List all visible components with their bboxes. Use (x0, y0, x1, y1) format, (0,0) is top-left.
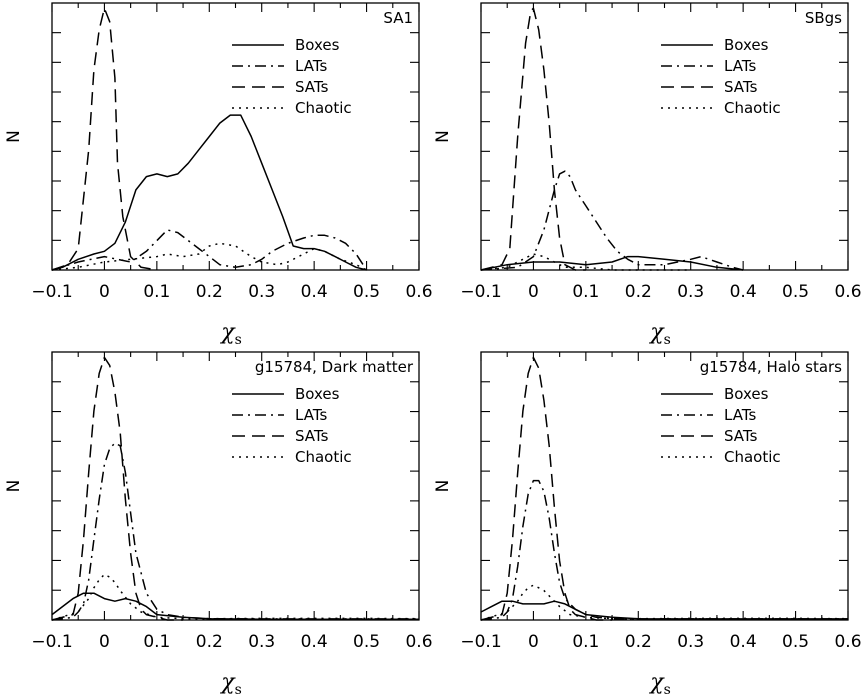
x-tick-label: 0.6 (405, 632, 432, 652)
x-axis-label: χs (219, 320, 242, 348)
panel-title: g15784, Dark matter (255, 358, 414, 376)
y-axis-label: N (4, 480, 24, 493)
x-tick-label: 0.3 (677, 632, 704, 652)
legend-label-boxes: Boxes (295, 36, 340, 54)
panel-3: −0.1 0 0.1 0.2 0.3 0.4 0.5 0.6 Nχs g15784, Dark m… (4, 351, 433, 695)
plot-frame (480, 351, 849, 621)
x-tick-label: 0.1 (143, 632, 170, 652)
x-tick-label: 0.5 (782, 632, 809, 652)
series-sats-line (51, 7, 158, 271)
x-tick-label: 0.1 (572, 282, 599, 302)
series-sats-line (480, 7, 586, 271)
series-boxes-line (51, 592, 419, 620)
y-axis-label: N (433, 130, 453, 143)
series-lats-line (51, 442, 419, 621)
series-lats-line (480, 479, 848, 621)
legend-label-boxes: Boxes (724, 36, 769, 54)
x-tick-label: 0.4 (730, 282, 757, 302)
series-boxes-line (51, 114, 367, 271)
x-tick-label: 0.2 (196, 632, 223, 652)
x-tick-label: 0.4 (301, 632, 328, 652)
x-axis-label-subscript: s (664, 332, 671, 348)
legend-label-sats: SATs (295, 78, 329, 96)
legend-label-sats: SATs (724, 427, 758, 445)
series-lats-line (480, 170, 744, 271)
y-axis-label: N (4, 130, 24, 143)
x-tick-label: 0.2 (625, 632, 652, 652)
plot-frame (51, 2, 420, 271)
x-tick-label: 0.6 (405, 282, 432, 302)
x-axis-label-subscript: s (235, 682, 242, 695)
legend-label-lats: LATs (295, 57, 327, 75)
series-chaotic-line (51, 573, 420, 621)
x-tick-label: −0.1 (31, 632, 72, 652)
panel-1: −0.1 0 0.1 0.2 0.3 0.4 0.5 0.6 Nχs SA1 Boxes LATs SA… (4, 2, 433, 348)
legend-label-sats: SATs (295, 427, 329, 445)
x-axis-label: χs (648, 670, 671, 695)
panel-title: SBgs (805, 9, 842, 27)
legend-label-chaotic: Chaotic (724, 99, 781, 117)
legend-label-boxes: Boxes (724, 385, 769, 403)
panel-4: −0.1 0 0.1 0.2 0.3 0.4 0.5 0.6 Nχs g15784, Halo s… (433, 351, 862, 695)
x-tick-label: 0.3 (677, 282, 704, 302)
x-tick-label: 0 (528, 282, 539, 302)
plot-frame (51, 351, 420, 621)
x-axis-label: χs (219, 670, 242, 695)
legend-label-lats: LATs (295, 406, 327, 424)
x-tick-label: 0.1 (143, 282, 170, 302)
x-tick-label: 0.5 (782, 282, 809, 302)
x-tick-label: 0.6 (834, 282, 861, 302)
x-tick-label: 0.1 (572, 632, 599, 652)
x-tick-label: 0 (99, 632, 110, 652)
x-tick-label: 0 (528, 632, 539, 652)
x-tick-label: 0 (99, 282, 110, 302)
legend-label-lats: LATs (724, 406, 756, 424)
x-tick-label: −0.1 (31, 282, 72, 302)
series-chaotic-line (480, 253, 691, 271)
x-tick-label: 0.5 (353, 632, 380, 652)
plot-frame (480, 2, 849, 271)
legend-label-boxes: Boxes (295, 385, 340, 403)
x-tick-label: 0.2 (625, 282, 652, 302)
panel-title: SA1 (383, 9, 413, 27)
x-tick-label: 0.4 (301, 282, 328, 302)
legend-label-chaotic: Chaotic (295, 448, 352, 466)
x-tick-label: −0.1 (460, 632, 501, 652)
x-tick-label: 0.2 (196, 282, 223, 302)
legend-label-sats: SATs (724, 78, 758, 96)
x-tick-label: 0.6 (834, 632, 861, 652)
x-tick-label: 0.3 (248, 632, 275, 652)
x-axis-label-subscript: s (664, 682, 671, 695)
series-sats-line (51, 356, 184, 621)
x-tick-label: 0.4 (730, 632, 757, 652)
legend-label-lats: LATs (724, 57, 756, 75)
series-lats-line (51, 229, 368, 271)
x-axis-label: χs (648, 320, 671, 348)
legend-label-chaotic: Chaotic (295, 99, 352, 117)
series-boxes-line (480, 255, 744, 271)
panel-title: g15784, Halo stars (700, 358, 842, 376)
x-tick-label: −0.1 (460, 282, 501, 302)
x-tick-label: 0.3 (248, 282, 275, 302)
series-chaotic-line (480, 584, 849, 621)
legend-label-chaotic: Chaotic (724, 448, 781, 466)
y-axis-label: N (433, 480, 453, 493)
series-sats-line (480, 356, 613, 621)
x-tick-label: 0.5 (353, 282, 380, 302)
x-axis-label-subscript: s (235, 332, 242, 348)
panel-2: −0.1 0 0.1 0.2 0.3 0.4 0.5 0.6 Nχs SBgs Boxes LATs S… (433, 2, 862, 348)
